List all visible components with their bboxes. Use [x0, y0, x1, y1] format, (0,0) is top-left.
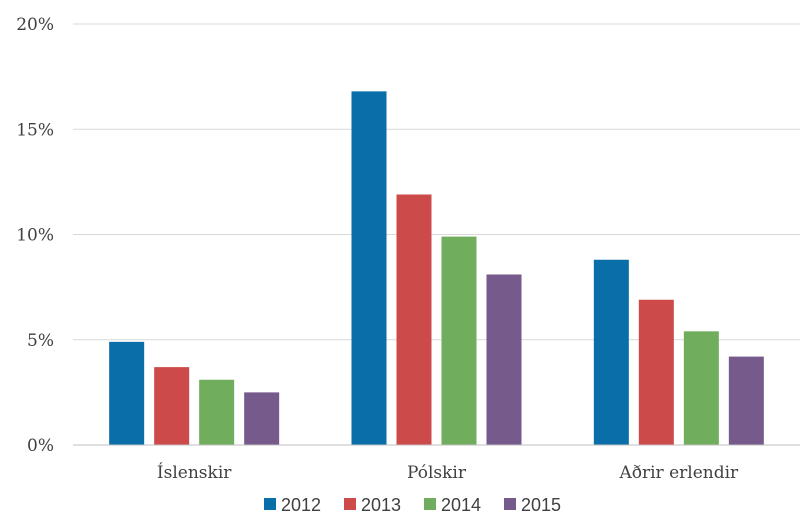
y-axis-tick-labels: 0% 5% 10% 15% 20%	[16, 15, 54, 456]
legend-label: 2014	[441, 495, 481, 515]
y-tick-label: 0%	[27, 436, 54, 456]
bar-2014-0	[199, 379, 235, 445]
x-category-label: Íslenskir	[157, 462, 232, 483]
bar-2012-0	[109, 341, 145, 445]
legend-swatch-2015	[504, 498, 516, 510]
legend-label: 2015	[521, 495, 561, 515]
gridlines	[73, 23, 800, 341]
x-category-label: Aðrir erlendir	[618, 463, 739, 483]
y-tick-label: 20%	[16, 15, 54, 35]
bar-2013-2	[638, 299, 674, 445]
bar-2015-2	[728, 356, 764, 445]
y-tick-label: 5%	[27, 331, 54, 351]
legend-label: 2013	[361, 495, 401, 515]
y-tick-label: 10%	[16, 226, 54, 246]
bar-2015-1	[486, 274, 522, 445]
y-tick-label: 15%	[16, 120, 54, 140]
bar-2013-0	[154, 367, 190, 445]
legend-swatch-2012	[264, 498, 276, 510]
legend: 2012 2013 2014 2015	[264, 495, 561, 515]
legend-swatch-2014	[424, 498, 436, 510]
bars	[109, 91, 764, 446]
bar-2013-1	[396, 194, 432, 445]
x-axis-category-labels: Íslenskir Pólskir Aðrir erlendir	[157, 462, 739, 483]
bar-2014-1	[441, 236, 477, 445]
bar-2012-2	[593, 259, 629, 445]
legend-swatch-2013	[344, 498, 356, 510]
bar-2014-2	[683, 331, 719, 445]
bar-2015-0	[244, 392, 280, 445]
x-category-label: Pólskir	[407, 463, 467, 483]
legend-label: 2012	[281, 495, 321, 515]
bar-2012-1	[351, 91, 387, 446]
